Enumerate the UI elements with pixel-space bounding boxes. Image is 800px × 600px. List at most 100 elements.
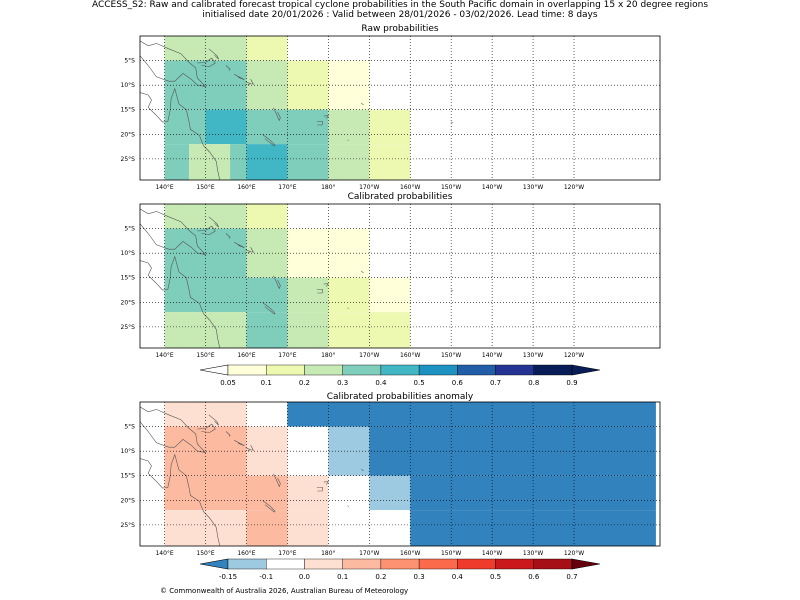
map-panel-2: 140°E 150°E 160°E 170°E 180° 170°W 160°W 150°W 1… — [121, 401, 661, 557]
coastline — [451, 121, 453, 124]
coastline — [262, 302, 276, 315]
colorbar-tick-label: 0.3 — [414, 573, 425, 581]
colorbar-tick-label: 0.6 — [528, 573, 540, 581]
probability-cell — [287, 228, 370, 278]
lon-tick-label: 160°E — [237, 550, 255, 557]
colorbar-segment — [418, 364, 458, 376]
coastline — [234, 242, 245, 248]
map-panel-0: 140°E 150°E 160°E 170°E 180° 170°W 160°W 150°W 1… — [121, 35, 661, 191]
coastline — [197, 225, 216, 235]
colorbar-segment — [380, 364, 420, 376]
colorbar-tick-label: 0.05 — [220, 379, 236, 387]
coastline — [273, 473, 281, 488]
probability-cell — [287, 60, 329, 110]
coastline — [208, 414, 219, 426]
coastline — [234, 440, 245, 446]
colorbar-tick-label: 0.5 — [414, 379, 425, 387]
coastline — [208, 216, 219, 228]
lat-tick-label: 10°S — [121, 250, 136, 257]
probability-cell — [287, 402, 656, 427]
lat-tick-label: 15°S — [121, 107, 136, 114]
coastline — [316, 487, 323, 492]
coastline — [323, 115, 329, 119]
colorbar-segment — [533, 558, 573, 570]
colorbar-tick-label: 0.2 — [375, 573, 386, 581]
lon-tick-label: 180° — [321, 352, 335, 359]
coastline — [316, 289, 323, 294]
lon-tick-label: 120°W — [564, 550, 584, 557]
colorbar-segment — [457, 558, 496, 570]
colorbar-tick-label: 0.9 — [566, 379, 577, 387]
coastline — [360, 103, 364, 106]
lon-tick-label: 150°E — [196, 550, 214, 557]
lon-tick-label: 170°E — [278, 550, 296, 557]
colorbar-tick-label: 0.1 — [337, 573, 348, 581]
probability-cell — [328, 109, 370, 145]
probability-cell — [328, 60, 370, 110]
lat-tick-label: 5°S — [124, 424, 135, 431]
colorbar-segment — [342, 558, 382, 570]
probability-cell — [246, 144, 288, 180]
coastline — [225, 233, 231, 239]
lon-tick-label: 160°W — [400, 352, 420, 359]
coastline — [347, 307, 349, 309]
lon-tick-label: 150°E — [196, 184, 214, 191]
coastline — [234, 74, 245, 80]
coastline — [451, 289, 453, 292]
colorbar-probability: 0.05 0.1 0.2 0.3 0.4 0.5 0.6 0.7 0.8 0.9 — [199, 364, 601, 387]
lon-tick-label: 130°W — [523, 352, 543, 359]
map-frame — [139, 35, 661, 181]
lat-tick-label: 20°S — [121, 497, 136, 504]
colorbar-segment — [380, 558, 420, 570]
colorbar-segment — [304, 364, 343, 376]
coastline — [316, 121, 323, 126]
lat-tick-label: 5°S — [124, 58, 135, 65]
coastline — [273, 107, 281, 122]
probability-cell — [246, 402, 288, 427]
coastline — [347, 505, 349, 507]
coastline — [347, 139, 349, 141]
map-frame — [139, 203, 661, 349]
lat-tick-label: 25°S — [121, 156, 136, 163]
colorbar-tick-label: -0.1 — [259, 573, 273, 581]
coastline — [140, 87, 221, 180]
coastline — [250, 247, 255, 253]
colorbar-tick-label: 0.6 — [452, 379, 464, 387]
coastline — [225, 65, 231, 71]
lon-tick-label: 160°E — [237, 184, 255, 191]
coastline — [245, 447, 252, 451]
lat-tick-label: 20°S — [121, 131, 136, 138]
map-frame — [139, 401, 661, 547]
colorbar-tick-label: 0.2 — [299, 379, 310, 387]
lon-tick-label: 160°E — [237, 352, 255, 359]
colorbar-over-extension — [571, 558, 601, 570]
lon-tick-label: 120°W — [564, 352, 584, 359]
lon-tick-label: 140°E — [155, 184, 173, 191]
probability-cell — [328, 475, 370, 511]
coastline — [208, 48, 219, 60]
colorbar-segment — [457, 364, 496, 376]
lon-tick-label: 140°W — [482, 184, 502, 191]
lon-tick-label: 170°W — [359, 352, 379, 359]
lon-tick-label: 140°E — [155, 352, 173, 359]
colorbar-segment — [266, 364, 305, 376]
probability-cell — [287, 475, 329, 511]
probability-cell — [164, 109, 206, 145]
lon-tick-label: 150°W — [441, 352, 461, 359]
lat-tick-label: 10°S — [121, 82, 136, 89]
coastline — [262, 500, 276, 513]
lat-tick-label: 15°S — [121, 473, 136, 480]
colorbar-segment — [495, 558, 534, 570]
colorbar-tick-label: -0.15 — [219, 573, 237, 581]
probability-cell — [328, 277, 370, 313]
copyright-notice: © Commonwealth of Australia 2026, Austra… — [160, 587, 409, 595]
lon-tick-label: 140°W — [482, 550, 502, 557]
colorbar-over-extension — [571, 364, 601, 376]
coastline — [451, 487, 453, 490]
probability-cell — [246, 36, 288, 61]
lon-tick-label: 150°E — [196, 352, 214, 359]
colorbar-tick-label: 0.0 — [299, 573, 310, 581]
lon-tick-label: 160°W — [400, 550, 420, 557]
colorbar-tick-label: 0.1 — [261, 379, 272, 387]
figure-subtitle: initialised date 20/01/2026 : Valid betw… — [202, 10, 598, 20]
